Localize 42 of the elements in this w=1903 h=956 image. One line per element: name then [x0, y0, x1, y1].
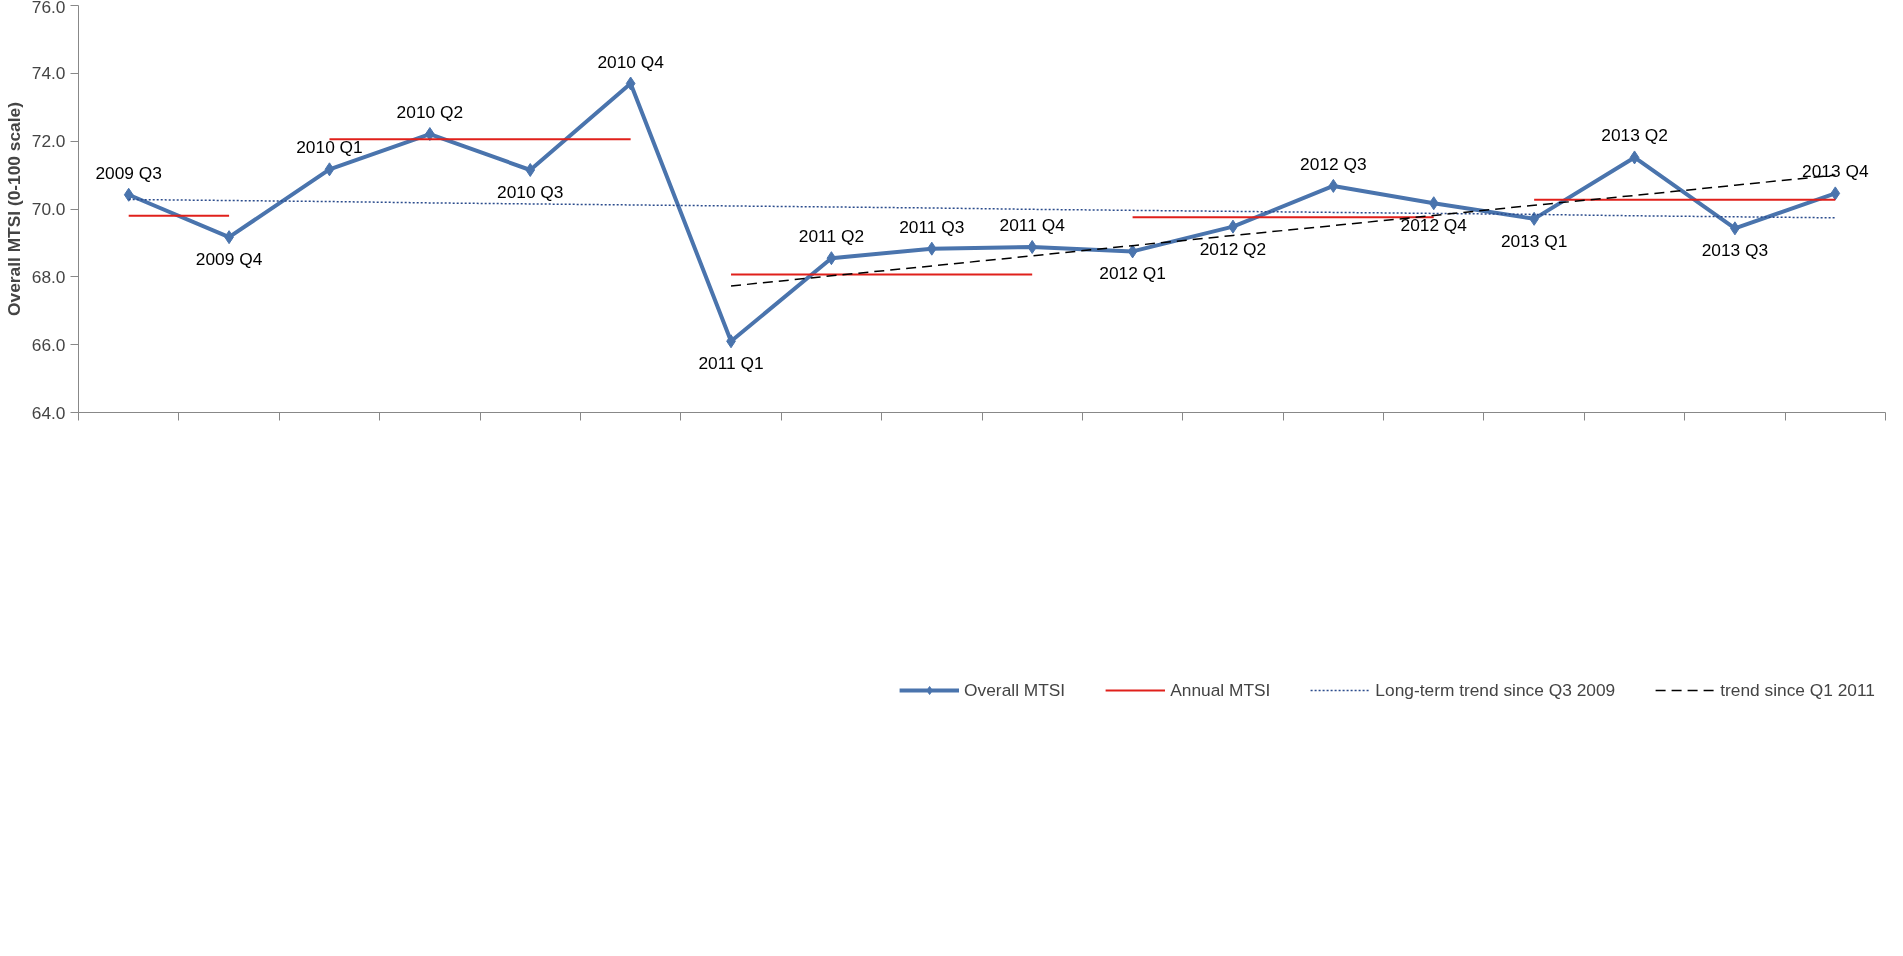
y-tick-label: 66.0: [31, 334, 66, 355]
point: [123, 187, 134, 202]
x-tick-label: 2011 Q2: [798, 226, 865, 247]
point: [324, 162, 335, 177]
y-tick-label: 72.0: [31, 131, 66, 152]
x-tick-label: 2012 Q1: [1099, 263, 1166, 284]
point: [1127, 244, 1138, 259]
x-tick-label: 2012 Q4: [1400, 215, 1468, 236]
point: [625, 76, 636, 91]
y-tick-label: 74.0: [31, 63, 66, 84]
x-tick-label: 2013 Q2: [1601, 125, 1668, 146]
legend-label: Annual MTSI: [1170, 679, 1271, 701]
y-tick-label: 76.0: [31, 0, 66, 17]
x-tick-label: 2010 Q1: [296, 137, 363, 158]
point: [926, 241, 937, 256]
y-axis-title: Overall MTSI (0-100 scale): [3, 102, 24, 316]
point: [1027, 239, 1038, 254]
x-tick-label: 2010 Q4: [597, 51, 665, 72]
legend-label: trend since Q1 2011: [1720, 679, 1875, 701]
y-tick-label: 64.0: [31, 402, 66, 423]
x-tick-label: 2011 Q3: [899, 216, 965, 237]
x-tick-label: 2013 Q3: [1701, 240, 1769, 261]
x-tick-label: 2010 Q2: [396, 102, 464, 123]
x-tick-label: 2010 Q3: [497, 182, 564, 202]
x-tick-label: 2013 Q4: [1802, 161, 1869, 182]
x-tick-label: 2011 Q4: [999, 214, 1066, 235]
x-tick-label: 2009 Q4: [195, 249, 263, 270]
x-tick-label: 2009 Q3: [95, 162, 162, 183]
point: [1428, 196, 1439, 211]
x-tick-label: 2012 Q2: [1199, 238, 1267, 259]
x-tick-label: 2012 Q3: [1300, 153, 1367, 174]
x-tick-label: 2013 Q1: [1500, 230, 1568, 251]
point: [1629, 150, 1640, 165]
point: [1830, 186, 1841, 201]
point: [525, 163, 536, 177]
legend-label: Long-term trend since Q3 2009: [1375, 679, 1616, 701]
point: [826, 251, 837, 266]
legend-label: Overall MTSI: [964, 679, 1066, 701]
y-tick-label: 68.0: [31, 266, 66, 287]
point: [1328, 178, 1339, 193]
x-tick-label: 2011 Q1: [698, 353, 764, 374]
y-tick-label: 70.0: [31, 199, 66, 219]
